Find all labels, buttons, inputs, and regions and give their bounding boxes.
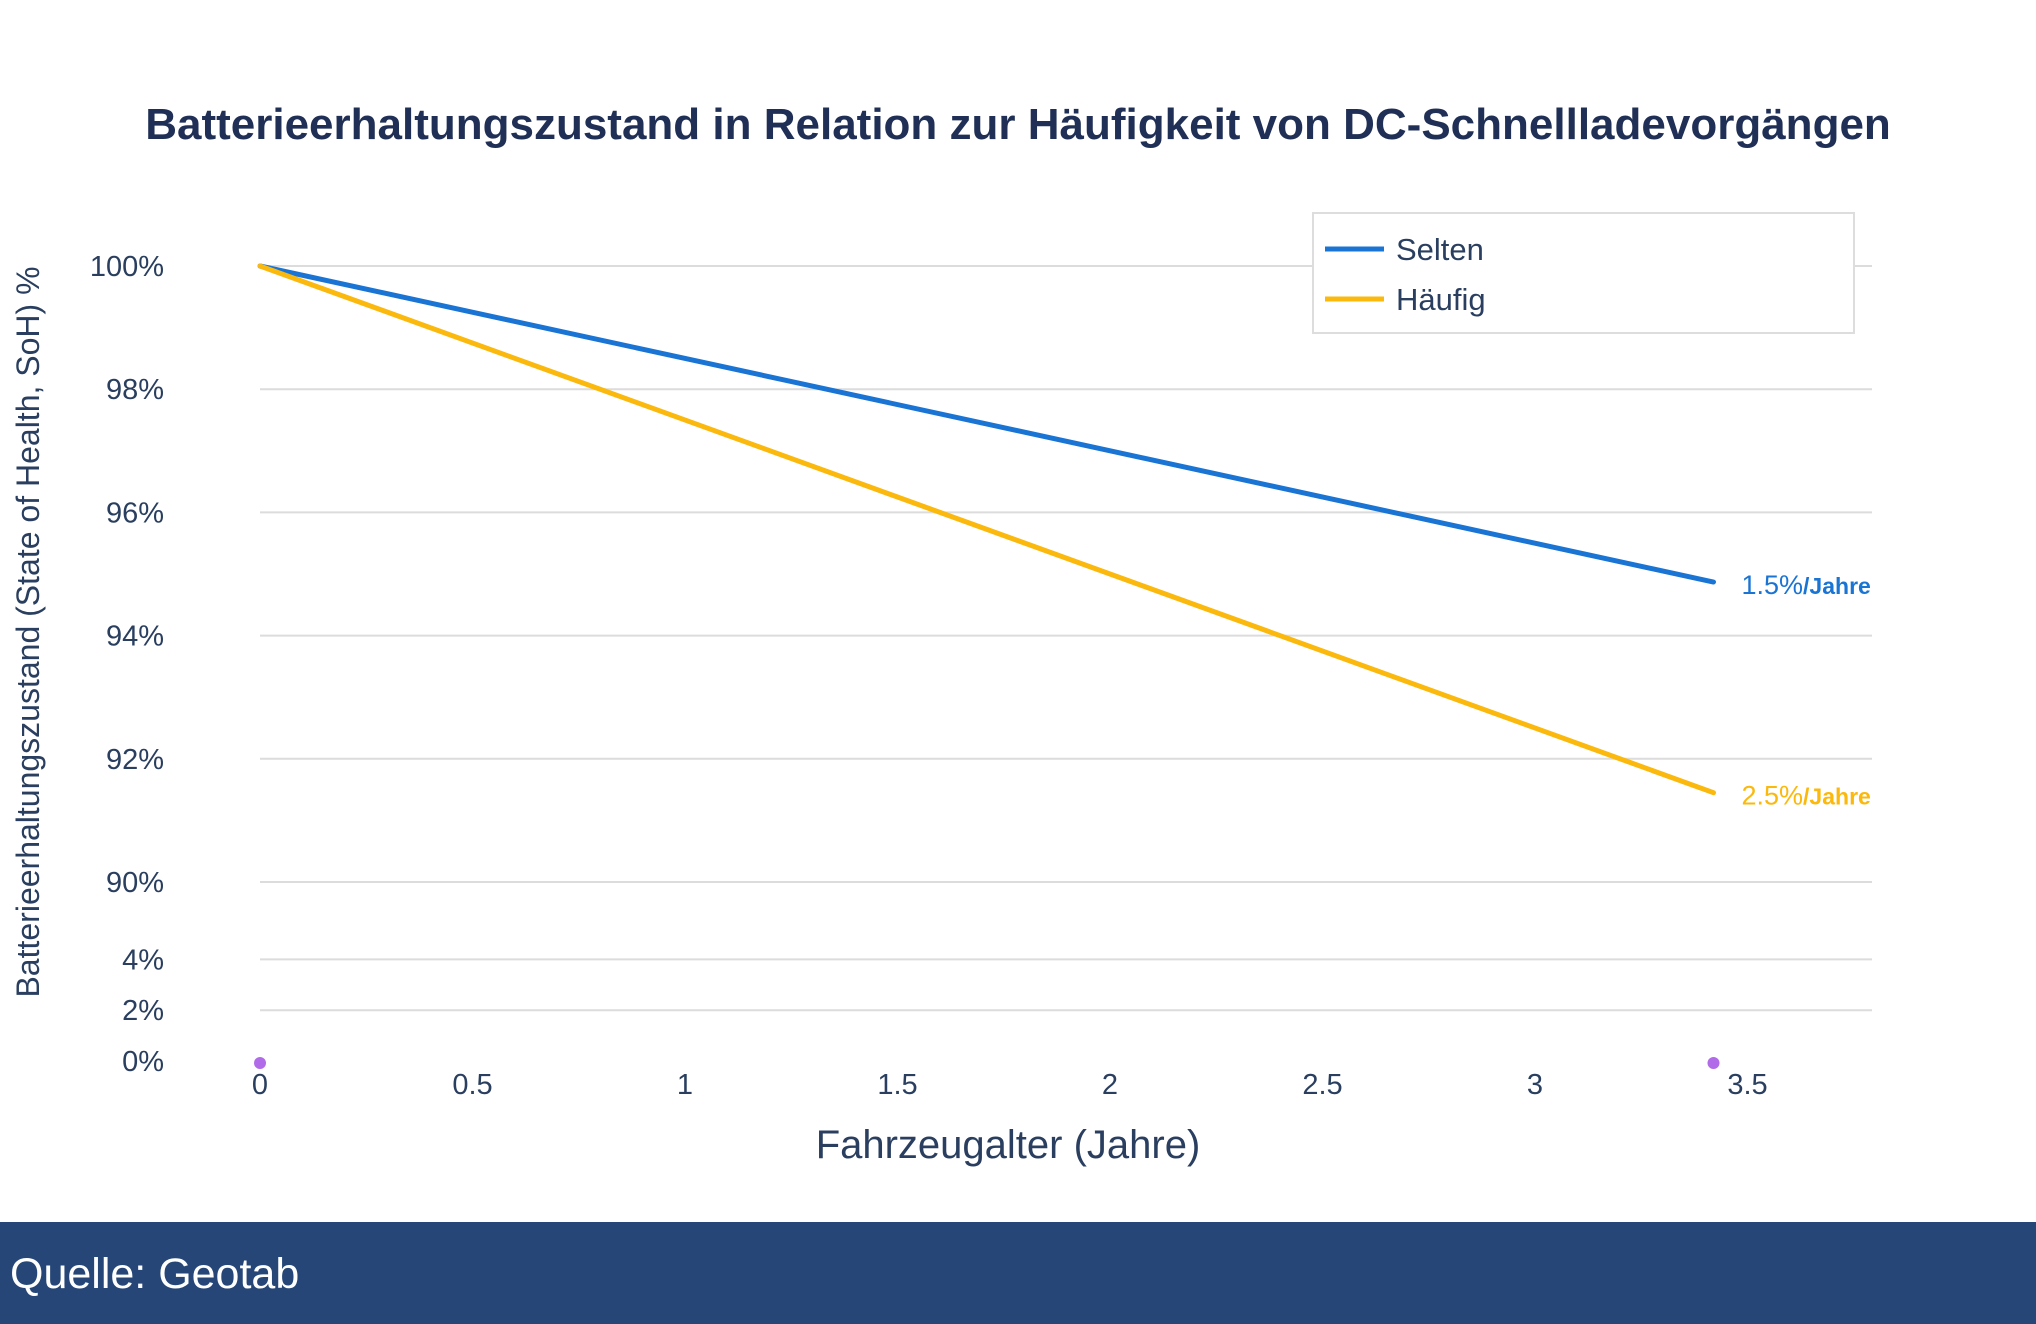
- y-tick-label: 90%: [106, 867, 164, 899]
- chart-title: Batterieerhaltungszustand in Relation zu…: [145, 100, 1891, 149]
- end-labels: 1.5%/Jahre 2.5%/Jahre: [1742, 570, 1871, 811]
- y-tick-label: 96%: [106, 497, 164, 529]
- grid-lines: [260, 265, 1872, 1012]
- source-label: Quelle: Geotab: [10, 1250, 300, 1298]
- legend-box: [1312, 212, 1855, 334]
- y-tick-label: 92%: [106, 744, 164, 776]
- x-axis-title: Fahrzeugalter (Jahre): [816, 1123, 1201, 1167]
- y-tick-label: 98%: [106, 374, 164, 406]
- series-lines: [257, 263, 1716, 796]
- series-line-häufig: [257, 263, 1716, 796]
- source-footer: Quelle: Geotab: [0, 1222, 2036, 1324]
- y-tick-label: 94%: [106, 621, 164, 653]
- legend: Selten Häufig: [1312, 212, 1855, 334]
- legend-label-haeufig: Häufig: [1396, 282, 1486, 317]
- y-axis-ticks: 0% 2% 4% 90% 92% 94% 96% 98% 100%: [90, 251, 164, 1078]
- x-axis-ticks: 0 0.5 1 1.5 2 2.5 3 3.5: [252, 1069, 1768, 1101]
- y-tick-label: 4%: [122, 944, 164, 976]
- zero-marker: [1707, 1057, 1720, 1069]
- y-tick-label: 2%: [122, 995, 164, 1027]
- y-axis-title: Batterieerhaltungszustand (State of Heal…: [10, 266, 46, 997]
- x-tick-label: 0: [252, 1069, 268, 1101]
- y-tick-label: 0%: [122, 1046, 164, 1078]
- legend-label-selten: Selten: [1396, 232, 1484, 267]
- zero-marker: [254, 1057, 266, 1069]
- x-tick-label: 1.5: [877, 1069, 917, 1101]
- line-chart: 0% 2% 4% 90% 92% 94% 96% 98% 100% 0 0.5 1 1.5 2 2.5 3 3…: [10, 212, 1872, 1167]
- series-end-label: 2.5%/Jahre: [1742, 781, 1871, 811]
- x-tick-label: 2.5: [1302, 1069, 1342, 1101]
- x-tick-label: 0.5: [452, 1069, 492, 1101]
- x-tick-label: 2: [1102, 1069, 1118, 1101]
- y-tick-label: 100%: [90, 251, 164, 283]
- axis-markers: [254, 1057, 1720, 1069]
- x-tick-label: 3.5: [1727, 1069, 1767, 1101]
- series-end-label: 1.5%/Jahre: [1742, 570, 1871, 600]
- series-line-selten: [257, 263, 1716, 585]
- x-tick-label: 1: [677, 1069, 693, 1101]
- x-tick-label: 3: [1527, 1069, 1543, 1101]
